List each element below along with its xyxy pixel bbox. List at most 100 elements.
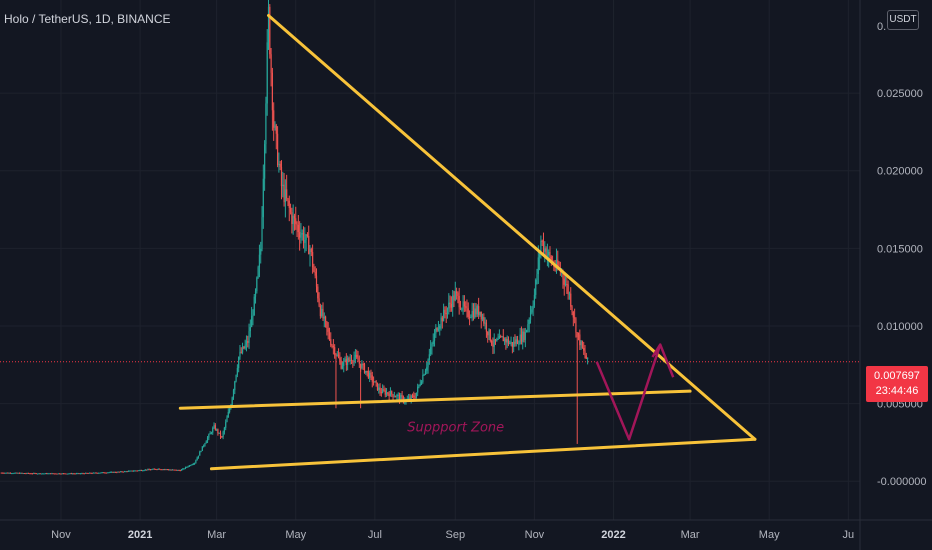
candle-body [472,311,475,318]
candle-body [376,382,379,391]
candle-body [208,434,210,438]
candle-body [334,347,336,355]
candle-body [117,471,119,473]
candle-body [221,436,223,438]
candle-body [331,345,333,347]
candle-body [43,473,45,475]
x-tick-label: Mar [681,529,700,541]
candle-body [292,215,294,224]
candle-body [180,469,183,471]
candle-body [427,359,429,368]
candle-body [371,375,373,382]
candle-body [352,361,354,363]
candle-body [169,469,171,471]
candle-body [77,473,79,475]
candle-body [9,472,11,474]
candle-body [300,234,302,238]
price-axis[interactable]: 0.0250000.0200000.0150000.0100000.005000… [859,0,927,550]
candle-body [318,298,320,306]
candle-body [139,470,141,472]
candle-body [518,343,520,345]
candle-body [164,469,166,471]
candle-body [217,429,219,434]
candle-body [104,472,106,474]
candle-body [470,317,472,319]
candle-body [257,267,259,278]
candle-body [296,223,298,225]
candle-body [443,309,445,322]
candle-body [365,370,367,373]
candle-body [398,394,401,400]
candle-body [236,368,238,375]
candle-body [30,473,32,475]
x-tick-label: 2022 [601,529,625,541]
candle-body [21,472,23,474]
candle-body [539,253,541,258]
candle-body [81,473,83,475]
currency-button[interactable]: USDT [887,10,919,30]
candle-body [86,472,88,474]
candle-body [284,189,286,203]
candle-body [232,390,235,398]
candle-body [422,374,424,383]
candle-body [226,417,228,423]
candle-body [321,308,323,317]
candle-body [493,339,495,347]
candle-body [310,248,312,253]
candle-body [59,473,61,475]
candle-body [362,364,364,366]
y-tick-label-partial: 0. [877,21,886,33]
candle-body [440,317,442,326]
candle-body [162,469,165,471]
candle-body [289,208,292,213]
candle-body [27,472,30,474]
candle-body [314,271,316,276]
candle-body [109,471,111,473]
candle-body [60,473,62,475]
candle-body [241,346,244,353]
candle-body [401,395,403,397]
candle-body [379,387,381,393]
x-tick-label: Nov [525,529,545,541]
last-price-value: 0.007697 [874,370,920,382]
candle-body [94,472,96,474]
candle-body [392,394,394,397]
projected-move-arrow [595,344,662,441]
candle-body [0,472,2,474]
candle-body [454,291,456,301]
time-axis[interactable]: Nov 2021 Mar May Jul Sep Nov 2022 Mar May Ju [0,519,932,541]
candle-body [134,470,136,472]
candle-body [483,317,485,324]
candle-body [420,382,423,385]
candle-body [572,311,574,318]
candle-body [348,358,350,361]
candle-body [152,468,154,470]
candle-body [83,473,85,475]
candle-body [554,266,556,268]
candle-body [148,469,150,471]
candle-body [171,469,174,471]
candle-body [305,234,307,240]
candle-body [286,189,288,199]
candle-body [529,312,532,320]
support-lower-line [209,437,757,471]
candle-body [47,473,49,475]
candle-body [16,472,18,474]
candle-body [3,472,5,474]
candle-body [426,367,428,371]
candle-body [484,322,486,324]
candle-body [509,342,511,344]
candle-body [38,473,40,475]
candle-body [219,432,222,437]
x-tick-label: 2021 [128,529,152,541]
candle-body [436,328,438,331]
candle-body [313,267,315,272]
candle-body [531,309,533,313]
candle-body [40,473,43,475]
candle-body [278,163,280,166]
y-tick-label: 0.010000 [877,321,923,333]
candle-body [347,358,349,365]
candle-body [388,393,390,397]
candle-body [437,328,440,331]
